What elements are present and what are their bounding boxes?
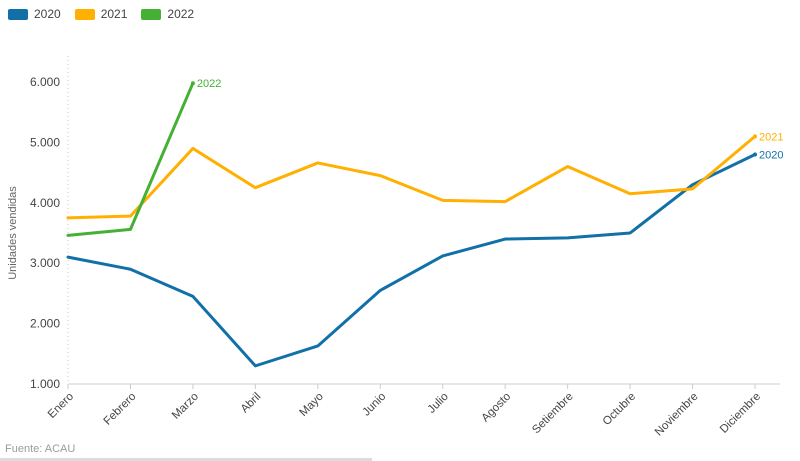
series-end-label-2021: 2021: [759, 131, 783, 143]
x-tick-label: Junio: [360, 391, 388, 419]
x-tick-label: Marzo: [170, 391, 201, 422]
y-tick-label: 1.000: [30, 377, 60, 391]
legend-swatch-2022: [141, 8, 162, 20]
y-tick-label: 6.000: [30, 75, 60, 89]
legend-item-2020: 2020: [8, 8, 61, 20]
chart-legend: 2020 2021 2022: [8, 8, 194, 20]
series-line-2022: [66, 81, 195, 237]
horizontal-scrollbar-thumb[interactable]: [0, 458, 372, 461]
legend-label: 2020: [34, 7, 61, 21]
y-tick-label: 5.000: [30, 135, 60, 149]
series-end-label-2020: 2020: [759, 149, 783, 161]
series-line-2021: [66, 134, 757, 220]
legend-label: 2021: [100, 7, 128, 21]
series-line-2020: [66, 152, 757, 368]
x-tick-label: Abril: [239, 391, 264, 416]
x-tick-label: Diciembre: [718, 391, 763, 436]
series-endpoint-2021: [753, 134, 757, 139]
x-tick-label: Julio: [426, 391, 451, 416]
y-tick-label: 2.000: [30, 317, 60, 331]
series-end-label-2022: 2022: [197, 78, 221, 90]
source-note: Fuente: ACAU: [5, 443, 76, 455]
x-tick-label: Agosto: [479, 391, 513, 425]
x-tick-label: Mayo: [298, 391, 326, 419]
legend-item-2021: 2021: [74, 7, 128, 21]
x-tick-label: Setiembre: [530, 391, 576, 437]
legend-label: 2022: [167, 7, 195, 21]
legend-swatch-2021: [74, 8, 95, 20]
legend-swatch-2020: [8, 8, 28, 20]
y-tick-label: 4.000: [30, 196, 60, 210]
x-tick-label: Enero: [46, 391, 76, 421]
series-endpoint-2022: [190, 81, 195, 86]
x-tick-label: Noviembre: [653, 391, 701, 439]
line-chart-canvas: 1.000 2.000 3.000 4.000 5.000 6.000 Unidades v…: [7, 56, 783, 439]
legend-item-2022: 2022: [141, 8, 194, 20]
y-axis-title: Unidades vendidas: [7, 186, 19, 280]
x-tick-label: Febrero: [102, 391, 139, 428]
y-tick-label: 3.000: [30, 256, 60, 270]
x-tick-label: Octubre: [601, 391, 638, 428]
series-endpoint-2020: [753, 152, 757, 157]
